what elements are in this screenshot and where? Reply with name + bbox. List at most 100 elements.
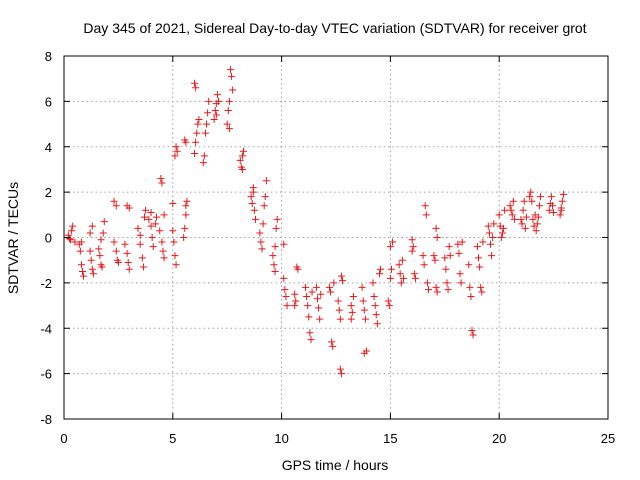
data-point xyxy=(312,283,320,291)
data-point xyxy=(139,263,147,271)
data-point xyxy=(455,249,463,257)
data-point xyxy=(432,283,440,291)
data-point xyxy=(385,302,393,310)
data-point xyxy=(172,143,180,151)
data-point xyxy=(495,211,503,219)
data-point xyxy=(361,315,369,323)
data-point xyxy=(395,261,403,269)
data-point xyxy=(159,247,167,255)
data-point xyxy=(211,106,219,114)
data-point xyxy=(158,179,166,187)
data-point xyxy=(151,220,159,228)
data-point xyxy=(522,213,530,221)
y-tick-label: -4 xyxy=(40,321,52,336)
data-point xyxy=(467,292,475,300)
data-point xyxy=(537,193,545,201)
data-point xyxy=(485,229,493,237)
data-point xyxy=(183,197,191,205)
data-point xyxy=(362,347,370,355)
data-point xyxy=(386,274,394,282)
data-point xyxy=(549,202,557,210)
data-point xyxy=(97,236,105,244)
data-point xyxy=(225,97,233,105)
data-point xyxy=(445,243,453,251)
x-axis-label: GPS time / hours xyxy=(282,457,389,473)
data-point xyxy=(325,283,333,291)
data-point xyxy=(520,197,528,205)
data-point xyxy=(147,222,155,230)
data-point xyxy=(526,193,534,201)
data-point xyxy=(124,258,132,266)
data-point xyxy=(191,79,199,87)
data-point xyxy=(501,206,509,214)
data-point xyxy=(411,274,419,282)
data-point xyxy=(262,177,270,185)
data-point xyxy=(152,213,160,221)
y-tick-label: 2 xyxy=(45,185,52,200)
data-point xyxy=(78,268,86,276)
x-tick-label: 25 xyxy=(601,431,615,446)
data-point xyxy=(518,220,526,228)
data-point xyxy=(458,238,466,246)
data-point xyxy=(134,224,142,232)
data-point xyxy=(330,279,338,287)
axis-ticks xyxy=(63,55,609,420)
data-point xyxy=(488,252,496,260)
data-point xyxy=(327,288,335,296)
data-point xyxy=(259,220,267,228)
data-point xyxy=(420,261,428,269)
data-point xyxy=(156,227,164,235)
data-point xyxy=(529,215,537,223)
data-point xyxy=(430,252,438,260)
data-point xyxy=(201,129,209,137)
data-point xyxy=(399,274,407,282)
data-point xyxy=(519,206,527,214)
data-point xyxy=(80,272,88,280)
data-point xyxy=(550,209,558,217)
data-point xyxy=(251,215,259,223)
data-point xyxy=(532,227,540,235)
data-point xyxy=(225,125,233,133)
data-point xyxy=(373,320,381,328)
data-point xyxy=(422,211,430,219)
data-point xyxy=(68,227,76,235)
data-point xyxy=(180,234,188,241)
data-point xyxy=(214,97,222,105)
data-point xyxy=(444,286,452,294)
data-point xyxy=(419,252,427,260)
data-point xyxy=(110,197,118,205)
data-point xyxy=(410,270,418,278)
data-point xyxy=(433,288,441,296)
data-point xyxy=(205,97,213,105)
data-point xyxy=(456,270,464,278)
data-point xyxy=(372,311,380,319)
data-point xyxy=(517,215,525,223)
data-point xyxy=(408,236,416,244)
data-point xyxy=(423,279,431,287)
data-point xyxy=(89,270,97,278)
data-point xyxy=(229,86,237,94)
data-point xyxy=(347,315,355,323)
data-point xyxy=(182,138,190,146)
data-point xyxy=(210,116,218,124)
chart-title: Day 345 of 2021, Sidereal Day-to-day VTE… xyxy=(83,20,586,36)
data-point xyxy=(157,175,165,183)
data-point xyxy=(510,215,518,223)
x-tick-label: 5 xyxy=(169,431,176,446)
data-point xyxy=(317,290,325,298)
data-point xyxy=(292,297,300,305)
data-point xyxy=(273,215,281,223)
data-point xyxy=(77,238,85,246)
data-point xyxy=(98,263,106,271)
data-point xyxy=(337,272,345,280)
data-point xyxy=(535,202,543,210)
data-point xyxy=(489,234,497,241)
y-tick-label: -8 xyxy=(40,412,52,427)
data-point xyxy=(527,188,535,196)
data-point xyxy=(171,152,179,160)
data-point xyxy=(148,234,156,241)
data-point xyxy=(269,252,277,260)
data-point xyxy=(173,147,181,155)
data-point xyxy=(271,268,279,276)
data-point xyxy=(479,238,487,246)
